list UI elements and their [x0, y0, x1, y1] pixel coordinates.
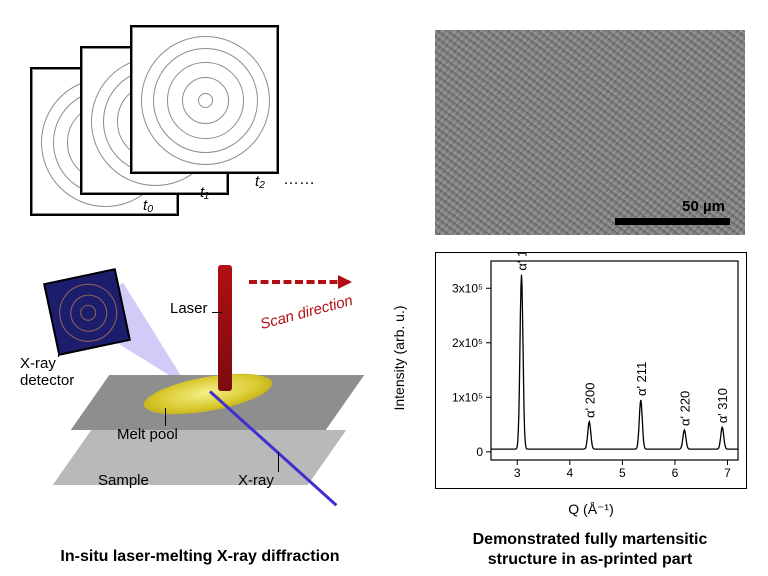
svg-text:2x10⁵: 2x10⁵	[452, 336, 483, 350]
svg-text:3: 3	[514, 466, 521, 480]
svg-text:α' 220: α' 220	[677, 391, 692, 426]
frames-ellipsis: ……	[283, 171, 315, 189]
xrd-ylabel: Intensity (arb. u.)	[391, 268, 407, 448]
scan-direction-label: Scan direction	[258, 292, 354, 333]
svg-text:α' 200: α' 200	[582, 383, 597, 418]
xray-label: X-ray	[238, 472, 274, 489]
xrd-line-chart: 3 4 5 6 7 0 1x10⁵ 2x10⁵ 3x10⁵ α' 110 α' 200 α' 211 α…	[436, 253, 746, 488]
scan-direction: Scan direction	[249, 280, 349, 303]
svg-text:7: 7	[724, 466, 731, 480]
diffraction-frame-t2	[130, 25, 279, 174]
detector-label: X-ray detector	[20, 355, 85, 389]
meltpool-label: Melt pool	[117, 426, 178, 443]
meltpool-leader-line	[165, 408, 166, 426]
svg-text:4: 4	[566, 466, 573, 480]
scan-arrow-icon	[249, 280, 349, 284]
laser-leader-line	[212, 312, 222, 313]
laser-label: Laser	[170, 300, 208, 317]
svg-text:α' 110: α' 110	[514, 253, 529, 271]
svg-text:α' 211: α' 211	[634, 362, 649, 396]
left-caption: In-situ laser-melting X-ray diffraction	[0, 548, 400, 566]
scalebar	[615, 218, 730, 225]
right-caption: Demonstrated fully martensitic structure…	[425, 530, 755, 570]
laser-beam	[218, 265, 232, 391]
xrd-xlabel: Q (Å⁻¹)	[436, 501, 746, 518]
svg-text:6: 6	[672, 466, 679, 480]
svg-text:α' 310: α' 310	[715, 388, 730, 423]
xrd-plot: 3 4 5 6 7 0 1x10⁵ 2x10⁵ 3x10⁵ α' 110 α' 200 α' 211 α…	[435, 252, 747, 489]
left-panel: t₀ t₁ t₂ …… Scan direction Laser X-ray d…	[0, 0, 400, 576]
detector-leader-line	[58, 349, 59, 357]
micrograph: 50 µm	[435, 30, 745, 235]
experiment-schematic: Scan direction Laser X-ray detector Melt…	[20, 220, 390, 510]
frame-label-t1: t₁	[200, 184, 209, 201]
svg-text:3x10⁵: 3x10⁵	[452, 281, 483, 295]
xray-leader-line	[278, 452, 279, 472]
diffraction-frames-stack: t₀ t₁ t₂ ……	[30, 25, 300, 215]
xray-detector	[43, 268, 131, 356]
frame-label-t0: t₀	[143, 197, 154, 214]
svg-text:0: 0	[476, 445, 483, 459]
figure-page: { "left": { "caption": "In-situ laser-me…	[0, 0, 768, 576]
sample-label: Sample	[98, 472, 149, 489]
right-panel: 50 µm 3 4 5 6 7 0 1x10⁵ 2x10⁵ 3x10⁵ α' 110 α' 200 α…	[425, 0, 755, 576]
svg-text:5: 5	[619, 466, 626, 480]
svg-text:1x10⁵: 1x10⁵	[452, 390, 483, 404]
frame-label-t2: t₂	[255, 173, 265, 190]
scalebar-label: 50 µm	[682, 198, 725, 215]
